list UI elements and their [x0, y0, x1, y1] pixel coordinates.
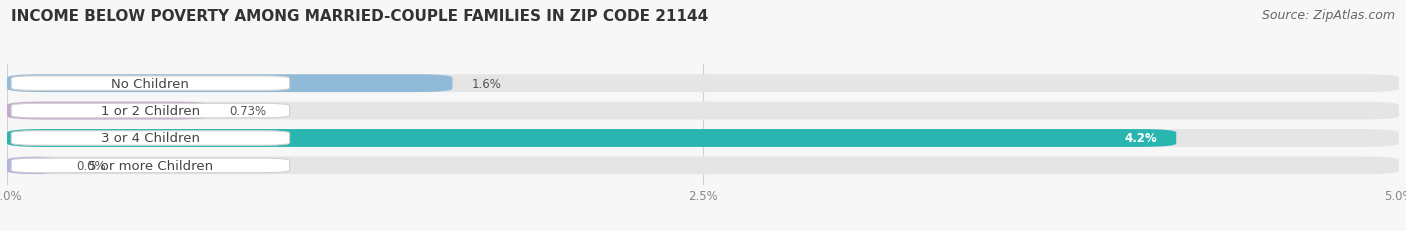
- Text: Source: ZipAtlas.com: Source: ZipAtlas.com: [1261, 9, 1395, 22]
- Text: 3 or 4 Children: 3 or 4 Children: [101, 132, 200, 145]
- Text: 0.73%: 0.73%: [229, 105, 267, 118]
- FancyBboxPatch shape: [11, 131, 290, 146]
- FancyBboxPatch shape: [7, 75, 453, 93]
- FancyBboxPatch shape: [11, 104, 290, 118]
- Text: 0.0%: 0.0%: [77, 159, 107, 172]
- FancyBboxPatch shape: [7, 102, 211, 120]
- Text: 1.6%: 1.6%: [472, 77, 502, 90]
- FancyBboxPatch shape: [7, 102, 1399, 120]
- FancyBboxPatch shape: [7, 130, 1177, 147]
- Text: No Children: No Children: [111, 77, 190, 90]
- FancyBboxPatch shape: [11, 158, 290, 173]
- FancyBboxPatch shape: [7, 130, 1399, 147]
- FancyBboxPatch shape: [11, 76, 290, 91]
- FancyBboxPatch shape: [7, 75, 1399, 93]
- Text: 4.2%: 4.2%: [1123, 132, 1157, 145]
- Text: INCOME BELOW POVERTY AMONG MARRIED-COUPLE FAMILIES IN ZIP CODE 21144: INCOME BELOW POVERTY AMONG MARRIED-COUPL…: [11, 9, 709, 24]
- FancyBboxPatch shape: [7, 157, 58, 175]
- Text: 5 or more Children: 5 or more Children: [87, 159, 212, 172]
- FancyBboxPatch shape: [7, 157, 1399, 175]
- Text: 1 or 2 Children: 1 or 2 Children: [101, 105, 200, 118]
